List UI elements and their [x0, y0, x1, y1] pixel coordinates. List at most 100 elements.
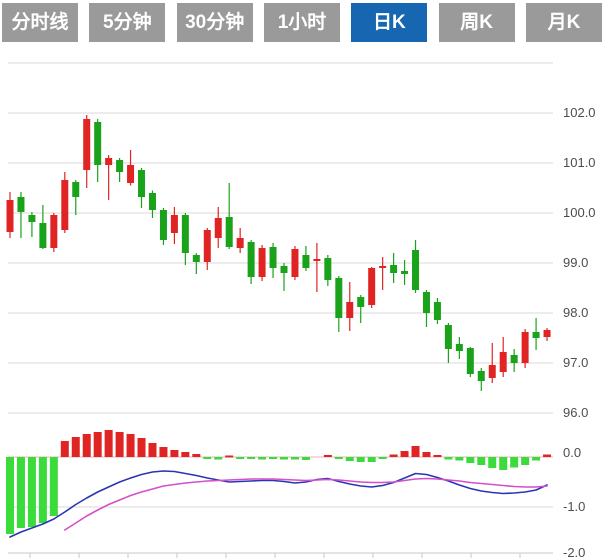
macd-histogram-bar [93, 432, 102, 457]
macd-histogram-bar [192, 454, 201, 457]
macd-histogram-bar [455, 457, 464, 461]
candle-body [368, 268, 376, 305]
candle-body [236, 238, 244, 248]
candle-body [433, 302, 441, 320]
candle-body [477, 371, 485, 381]
candle-body [499, 352, 507, 372]
tab-monthly-k[interactable]: 月K [525, 3, 602, 42]
price-axis-label: 102.0 [563, 105, 596, 120]
macd-histogram-bar [378, 457, 387, 459]
candle-body [543, 330, 551, 337]
macd-histogram-bar [499, 457, 508, 470]
macd-histogram-bar [444, 457, 453, 460]
macd-histogram-bar [115, 432, 124, 457]
macd-histogram-bar [334, 457, 343, 459]
candle-body [379, 266, 387, 268]
candle-body [390, 265, 398, 273]
macd-histogram-bar [280, 457, 288, 460]
tab-1hour[interactable]: 1小时 [263, 3, 340, 42]
tab-weekly-k[interactable]: 周K [438, 3, 515, 42]
macd-histogram-bar [356, 457, 365, 462]
candle-body [39, 223, 47, 248]
tab-5min[interactable]: 5分钟 [89, 3, 166, 42]
candle-body [138, 170, 146, 197]
candle-body [269, 247, 277, 268]
candle-body [401, 271, 409, 274]
dif-line [9, 470, 548, 538]
candle-body [50, 215, 58, 248]
macd-histogram-bar [411, 446, 420, 457]
candle-body [61, 180, 69, 230]
macd-histogram-bar [543, 454, 552, 457]
macd-histogram-bar [170, 450, 179, 457]
candle-body [521, 332, 529, 363]
macd-histogram-bar [225, 455, 234, 458]
macd-histogram-bar [6, 457, 14, 534]
tab-time-share[interactable]: 分时线 [2, 3, 78, 42]
macd-histogram-bar [236, 457, 245, 459]
macd-histogram-bar [466, 457, 475, 463]
candle-body [280, 266, 288, 273]
candle-body [225, 217, 233, 247]
macd-histogram-bar [258, 457, 267, 460]
macd-histogram-bar [181, 452, 190, 457]
candle-body [83, 119, 91, 170]
macd-histogram-bar [60, 441, 69, 457]
candle-body [28, 215, 36, 222]
candle-body [127, 165, 135, 183]
tab-daily-k[interactable]: 日K [351, 3, 428, 42]
price-axis-label: 97.0 [563, 355, 588, 370]
candle-body [532, 332, 540, 338]
macd-histogram-bar [323, 455, 332, 457]
macd-histogram-bar [16, 457, 25, 528]
candle-body [105, 158, 113, 165]
candle-body [72, 182, 80, 197]
macd-histogram-bar [82, 434, 91, 457]
macd-histogram-bar [400, 451, 409, 457]
tab-30min[interactable]: 30分钟 [176, 3, 253, 42]
macd-histogram-bar [532, 457, 541, 461]
candle-body [94, 122, 102, 165]
macd-axis-label: -1.0 [563, 499, 585, 514]
timeframe-tab-bar: 分时线 5分钟 30分钟 1小时 日K 周K 月K [2, 3, 602, 42]
candle-body [324, 258, 332, 280]
candle-body [335, 278, 343, 318]
candle-body [313, 259, 321, 261]
price-axis-label: 100.0 [563, 205, 596, 220]
macd-indicator-panel: 0.0 -1.0 -2.0 [6, 430, 585, 559]
candle-body [181, 215, 189, 253]
candle-body [291, 249, 299, 277]
price-candlestick-panel: 102.0 101.0 100.0 99.0 98.0 97.0 96.0 [6, 62, 596, 420]
macd-histogram-bar [345, 457, 354, 461]
candle-body [422, 292, 430, 313]
candle-body [6, 200, 14, 232]
macd-histogram-bar [433, 455, 442, 457]
macd-histogram-bar [389, 454, 398, 457]
candle-body [412, 250, 420, 290]
candle-body [17, 197, 25, 212]
candle-body [302, 255, 310, 268]
macd-histogram-bar [159, 447, 168, 457]
macd-histogram-bar [148, 443, 157, 457]
price-axis-label: 98.0 [563, 305, 588, 320]
candle-body [357, 297, 365, 307]
candle-body [170, 215, 178, 233]
macd-histogram-bar [104, 430, 113, 457]
macd-histogram-bar [247, 457, 256, 459]
macd-histogram-bar [521, 457, 530, 465]
macd-histogram-bar [477, 457, 486, 465]
macd-histogram-bar [27, 457, 36, 527]
macd-histogram-bar [301, 457, 310, 460]
macd-histogram-bar [38, 457, 47, 523]
macd-histogram-bar [49, 457, 58, 516]
dea-line [64, 477, 548, 531]
macd-histogram-bar [71, 437, 80, 457]
candle-body [466, 348, 474, 374]
macd-histogram-bar [137, 438, 146, 457]
candle-body [203, 230, 211, 262]
candle-body [192, 255, 200, 262]
candle-body [247, 242, 255, 277]
macd-histogram-bar [214, 457, 223, 460]
